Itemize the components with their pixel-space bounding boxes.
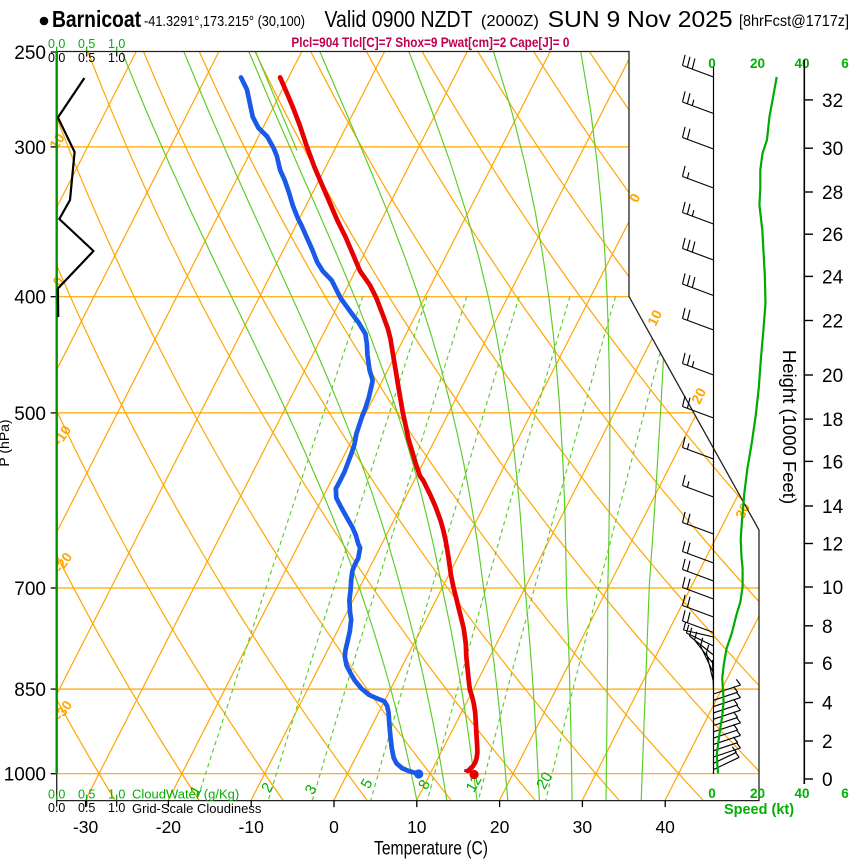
svg-text:2: 2 bbox=[822, 732, 833, 753]
svg-text:10: 10 bbox=[407, 817, 427, 837]
svg-text:0: 0 bbox=[708, 786, 716, 801]
svg-text:6: 6 bbox=[841, 56, 849, 71]
svg-text:500: 500 bbox=[14, 404, 46, 425]
svg-text:12: 12 bbox=[463, 772, 486, 795]
svg-text:20: 20 bbox=[750, 56, 765, 71]
svg-text:20: 20 bbox=[750, 786, 765, 801]
svg-text:1.0: 1.0 bbox=[108, 51, 125, 65]
svg-text:26: 26 bbox=[822, 225, 843, 246]
svg-text:Temperature (C): Temperature (C) bbox=[374, 839, 488, 860]
svg-text:10: 10 bbox=[644, 307, 665, 328]
svg-text:300: 300 bbox=[14, 138, 46, 159]
svg-text:400: 400 bbox=[14, 288, 46, 309]
svg-text:SUN 9 Nov 2025: SUN 9 Nov 2025 bbox=[548, 6, 733, 32]
svg-text:0.0: 0.0 bbox=[48, 801, 65, 815]
svg-text:16: 16 bbox=[822, 452, 843, 473]
svg-text:1.0: 1.0 bbox=[108, 37, 125, 51]
svg-text:20: 20 bbox=[490, 817, 510, 837]
svg-text:Barnicoat: Barnicoat bbox=[52, 6, 141, 32]
svg-text:Grid-Scale Cloudiness: Grid-Scale Cloudiness bbox=[132, 801, 262, 816]
svg-text:Plcl=904 Tlcl[C]=7 Shox=9 Pwat: Plcl=904 Tlcl[C]=7 Shox=9 Pwat[cm]=2 Cap… bbox=[291, 34, 569, 50]
svg-text:0.5: 0.5 bbox=[78, 51, 95, 65]
svg-text:32: 32 bbox=[822, 91, 843, 112]
svg-text:14: 14 bbox=[822, 497, 844, 518]
svg-text:Height (1000 Feet): Height (1000 Feet) bbox=[779, 350, 800, 504]
svg-text:20: 20 bbox=[688, 385, 709, 406]
svg-text:40: 40 bbox=[794, 56, 809, 71]
svg-text:6: 6 bbox=[841, 786, 849, 801]
svg-text:10: 10 bbox=[822, 578, 843, 599]
svg-text:-41.3291°,173.215° (30,100): -41.3291°,173.215° (30,100) bbox=[144, 13, 305, 30]
svg-text:0: 0 bbox=[329, 817, 339, 837]
svg-text:0.5: 0.5 bbox=[78, 37, 95, 51]
svg-text:-10: -10 bbox=[239, 817, 265, 837]
svg-text:22: 22 bbox=[822, 312, 843, 333]
svg-text:700: 700 bbox=[14, 579, 46, 600]
svg-text:24: 24 bbox=[822, 267, 844, 288]
svg-text:30: 30 bbox=[573, 817, 593, 837]
svg-text:0.0: 0.0 bbox=[48, 37, 65, 51]
svg-text:0.5: 0.5 bbox=[78, 788, 95, 802]
svg-text:8: 8 bbox=[822, 617, 833, 638]
svg-text:850: 850 bbox=[14, 680, 46, 701]
svg-text:250: 250 bbox=[14, 43, 46, 64]
svg-text:Valid 0900 NZDT: Valid 0900 NZDT bbox=[325, 6, 473, 32]
svg-text:P (hPa): P (hPa) bbox=[0, 419, 12, 466]
svg-text:40: 40 bbox=[794, 786, 809, 801]
svg-text:0: 0 bbox=[822, 770, 833, 791]
svg-text:6: 6 bbox=[822, 654, 833, 675]
svg-text:20: 20 bbox=[822, 366, 843, 387]
svg-text:28: 28 bbox=[822, 183, 843, 204]
svg-text:20: 20 bbox=[533, 769, 556, 792]
svg-text:[8hrFcst@1717z]: [8hrFcst@1717z] bbox=[739, 13, 849, 30]
svg-text:4: 4 bbox=[822, 694, 833, 715]
svg-text:1000: 1000 bbox=[4, 765, 46, 786]
svg-text:CloudWater (g/Kg): CloudWater (g/Kg) bbox=[132, 787, 239, 802]
svg-text:1.0: 1.0 bbox=[108, 788, 125, 802]
svg-text:1.0: 1.0 bbox=[108, 801, 125, 815]
svg-text:30: 30 bbox=[822, 139, 843, 160]
svg-text:-30: -30 bbox=[73, 817, 99, 837]
svg-text:-20: -20 bbox=[156, 817, 182, 837]
svg-text:40: 40 bbox=[655, 817, 675, 837]
svg-text:12: 12 bbox=[822, 535, 843, 556]
svg-text:0.5: 0.5 bbox=[78, 801, 95, 815]
svg-text:0: 0 bbox=[708, 56, 716, 71]
svg-text:0.0: 0.0 bbox=[48, 788, 65, 802]
svg-text:18: 18 bbox=[822, 410, 843, 431]
svg-text:(2000Z): (2000Z) bbox=[481, 13, 539, 30]
svg-text:Speed (kt): Speed (kt) bbox=[724, 802, 794, 818]
